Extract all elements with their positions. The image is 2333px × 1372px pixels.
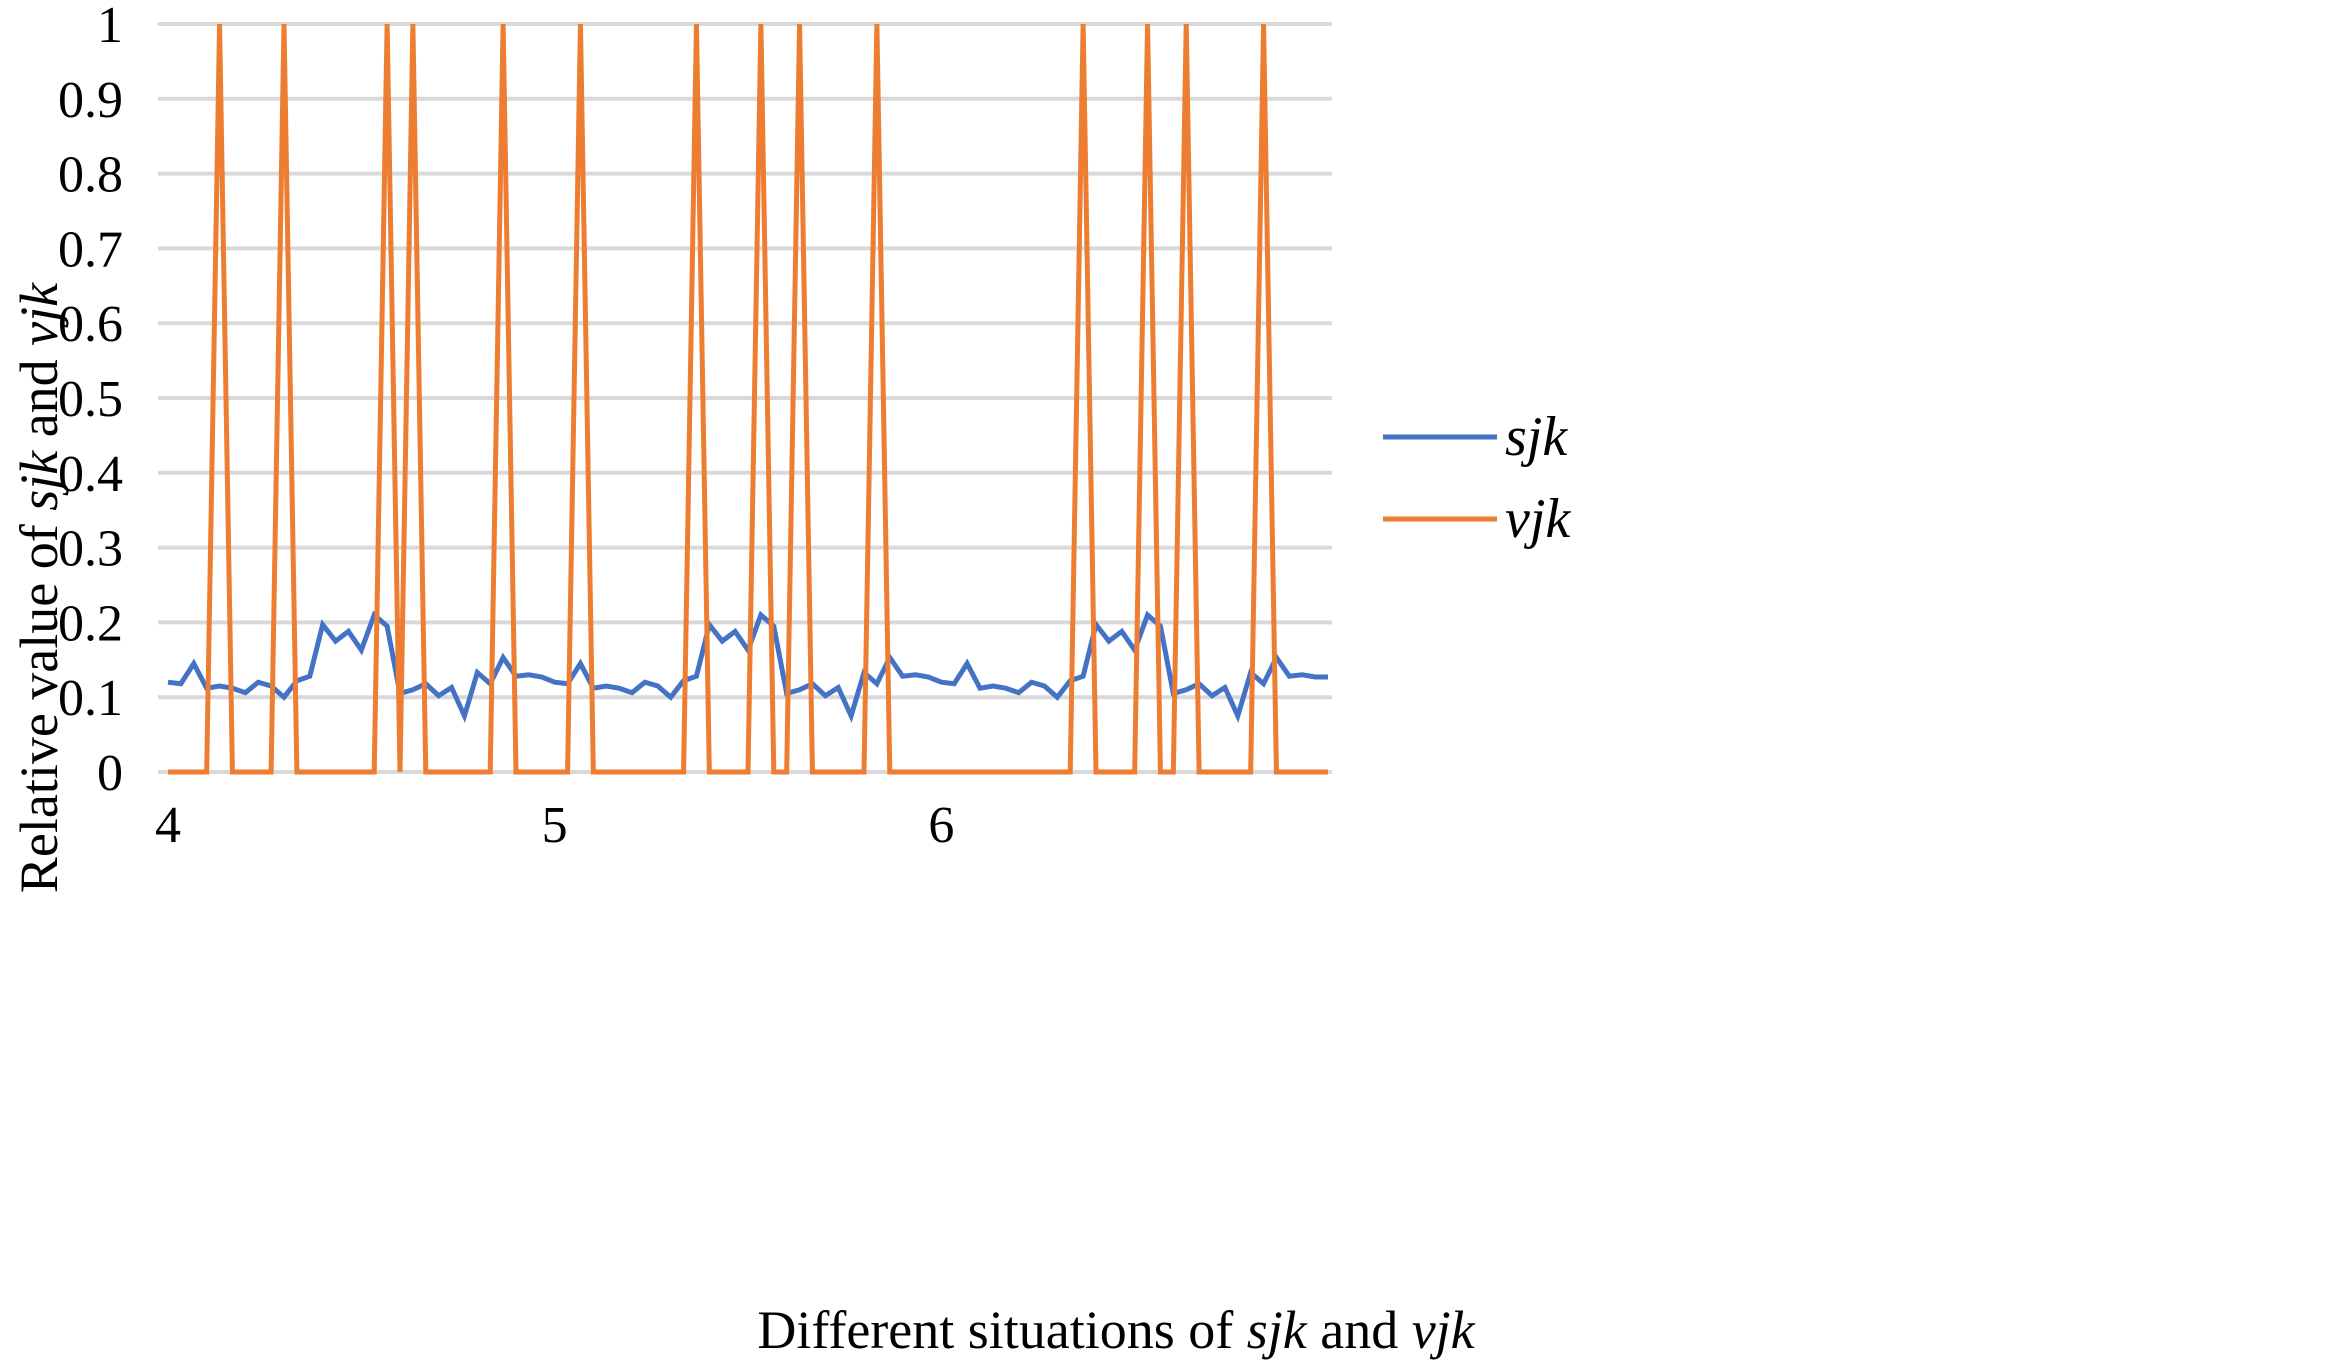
x-tick-label: 5	[542, 797, 568, 854]
y-tick-label: 1	[97, 0, 123, 54]
legend-label-vjk: vjk	[1505, 488, 1571, 550]
y-tick-label: 0.2	[58, 595, 123, 652]
x-tick-label: 6	[928, 797, 954, 854]
series-lines	[167, 23, 1328, 775]
x-tick-labels: 4 5 6	[155, 797, 954, 854]
y-tick-label: 0.7	[58, 221, 123, 278]
y-tick-label: 0.4	[58, 446, 123, 503]
y-tick-label: 0.6	[58, 296, 123, 353]
x-tick-label: 4	[155, 797, 181, 854]
y-axis-title: Relative value of sjk and vjk	[9, 282, 69, 893]
series-line-vjk	[168, 23, 1328, 775]
y-tick-label: 0.9	[58, 72, 123, 129]
y-tick-labels: 0 0.1 0.2 0.3 0.4 0.5 0.6 0.7 0.8 0.9 1	[58, 0, 123, 802]
y-tick-label: 0.5	[58, 371, 123, 428]
y-tick-label: 0.8	[58, 147, 123, 204]
y-tick-label: 0.1	[58, 670, 123, 727]
grid-lines	[158, 22, 1332, 774]
x-axis-title: Different situations of sjk and vjk	[757, 1300, 1475, 1360]
legend: sjk vjk	[1383, 406, 1571, 550]
y-tick-label: 0	[97, 745, 123, 802]
legend-label-sjk: sjk	[1505, 406, 1568, 468]
y-tick-label: 0.3	[58, 521, 123, 578]
